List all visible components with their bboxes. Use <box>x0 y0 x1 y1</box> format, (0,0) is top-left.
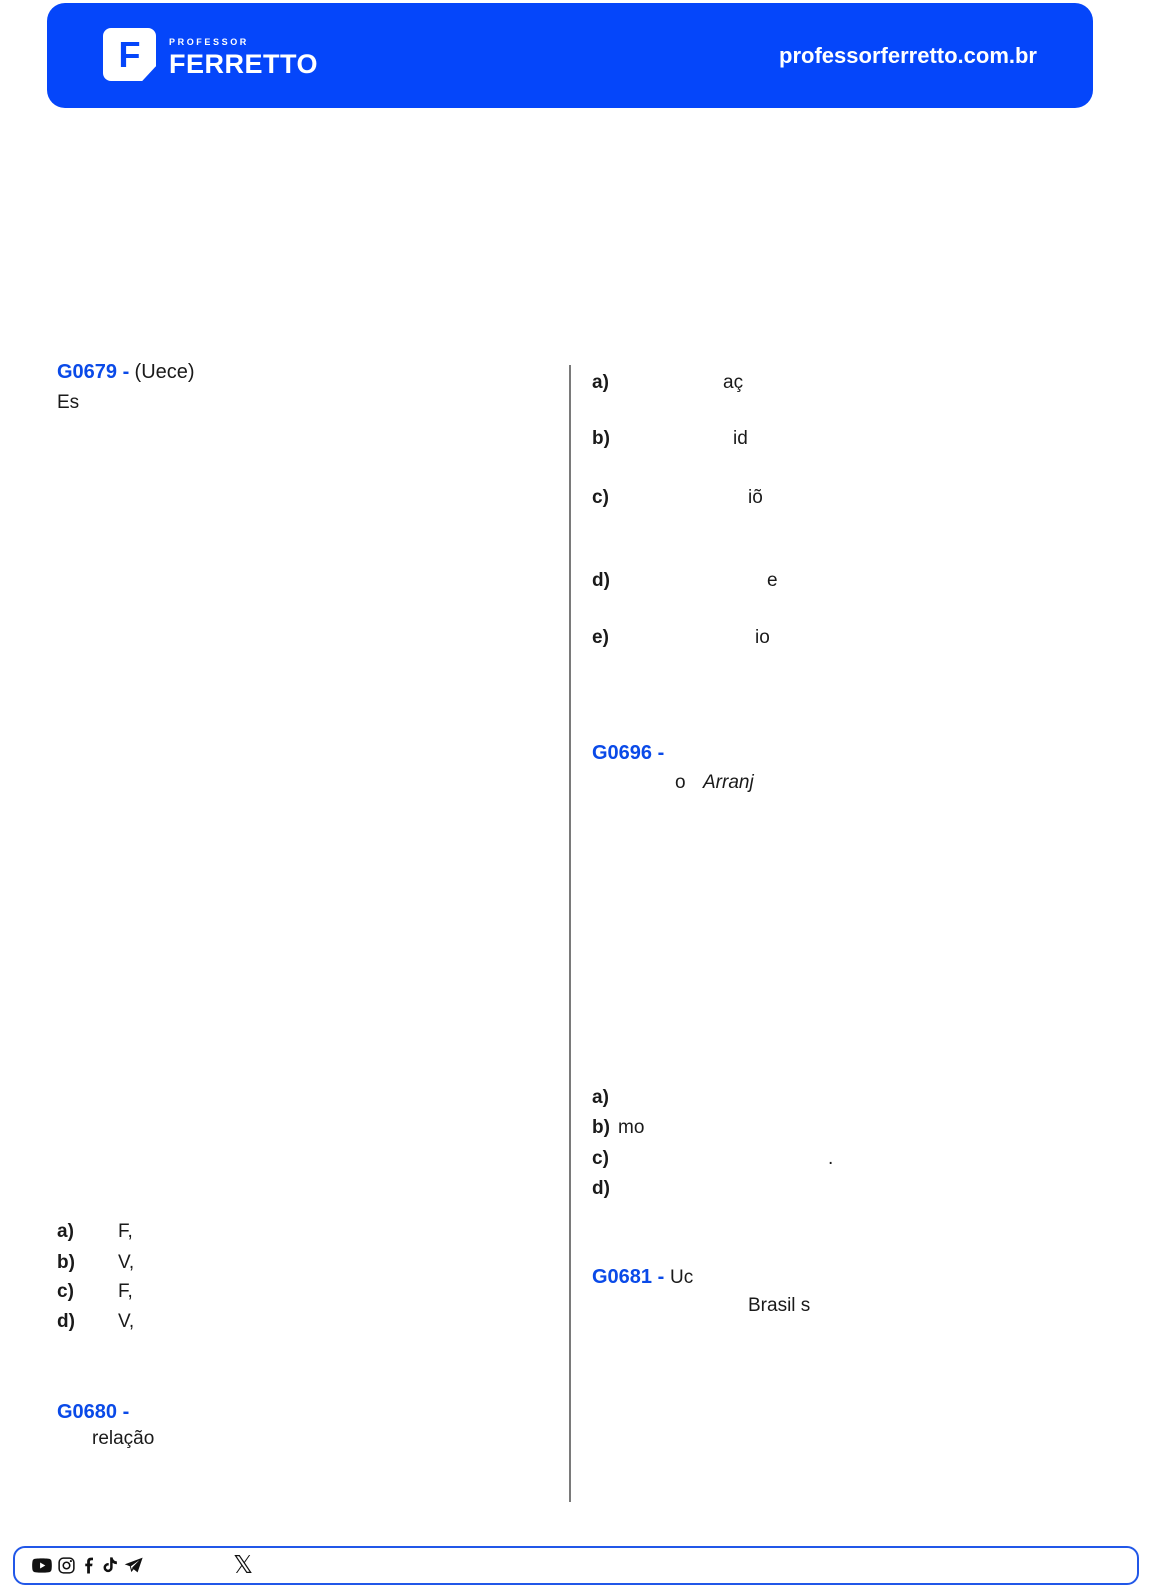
question-text-fragment: o <box>675 772 686 793</box>
question-text-fragment-italic: Arranj <box>703 772 754 793</box>
question-code: G0696 - <box>592 742 665 764</box>
instagram-icon[interactable] <box>58 1557 75 1574</box>
option-letter: e) <box>592 627 609 648</box>
option-text: . <box>828 1148 834 1169</box>
x-icon[interactable]: 𝕏 <box>233 1550 254 1579</box>
option-letter: c) <box>57 1281 74 1302</box>
option-letter: a) <box>57 1221 74 1242</box>
brand-logo-icon: F <box>103 28 156 81</box>
question-text-fragment: Es <box>57 392 80 413</box>
option-text: mo <box>618 1117 645 1138</box>
question-code-line: G0679 - (Uece) <box>57 362 195 383</box>
question-code: G0680 - <box>57 1401 130 1423</box>
question-text-fragment: Brasil s <box>748 1295 811 1316</box>
option-letter: c) <box>592 1148 609 1169</box>
tiktok-icon[interactable] <box>103 1557 118 1574</box>
footer-bar: 𝕏 <box>13 1546 1139 1585</box>
option-text: aç <box>723 372 744 393</box>
option-text: V, <box>118 1311 135 1332</box>
option-text: iõ <box>748 487 763 508</box>
option-text: V, <box>118 1252 135 1273</box>
option-letter: d) <box>57 1311 75 1332</box>
option-letter: a) <box>592 1087 609 1108</box>
option-text: io <box>755 627 770 648</box>
option-text: F, <box>118 1221 133 1242</box>
question-text-fragment: Uc <box>670 1267 694 1288</box>
column-divider <box>569 365 571 1502</box>
question-text-fragment: relação <box>92 1428 155 1449</box>
option-letter: c) <box>592 487 609 508</box>
brand-logo: F PROFESSOR FERRETTO <box>103 28 318 81</box>
option-letter: d) <box>592 1178 610 1199</box>
social-icons <box>32 1557 143 1574</box>
facebook-icon[interactable] <box>81 1557 97 1574</box>
brand-letter: F <box>118 33 141 75</box>
brand-logo-text: PROFESSOR FERRETTO <box>169 28 318 80</box>
brand-small-label: PROFESSOR <box>169 37 249 47</box>
option-text: F, <box>118 1281 133 1302</box>
option-letter: a) <box>592 372 609 393</box>
header-banner: F PROFESSOR FERRETTO professorferretto.c… <box>47 3 1093 108</box>
option-letter: b) <box>592 428 610 449</box>
question-source: (Uece) <box>134 361 195 383</box>
telegram-icon[interactable] <box>124 1557 143 1574</box>
option-text: id <box>733 428 748 449</box>
option-letter: b) <box>57 1252 75 1273</box>
question-code-line: G0681 - <box>592 1267 664 1288</box>
youtube-icon[interactable] <box>32 1558 52 1573</box>
option-letter: d) <box>592 570 610 591</box>
question-code: G0681 - <box>592 1266 665 1288</box>
brand-name-label: FERRETTO <box>169 49 319 79</box>
option-letter: b) <box>592 1117 610 1138</box>
option-text: e <box>767 570 778 591</box>
site-url[interactable]: professorferretto.com.br <box>779 42 1037 68</box>
question-code: G0679 - <box>57 361 130 383</box>
